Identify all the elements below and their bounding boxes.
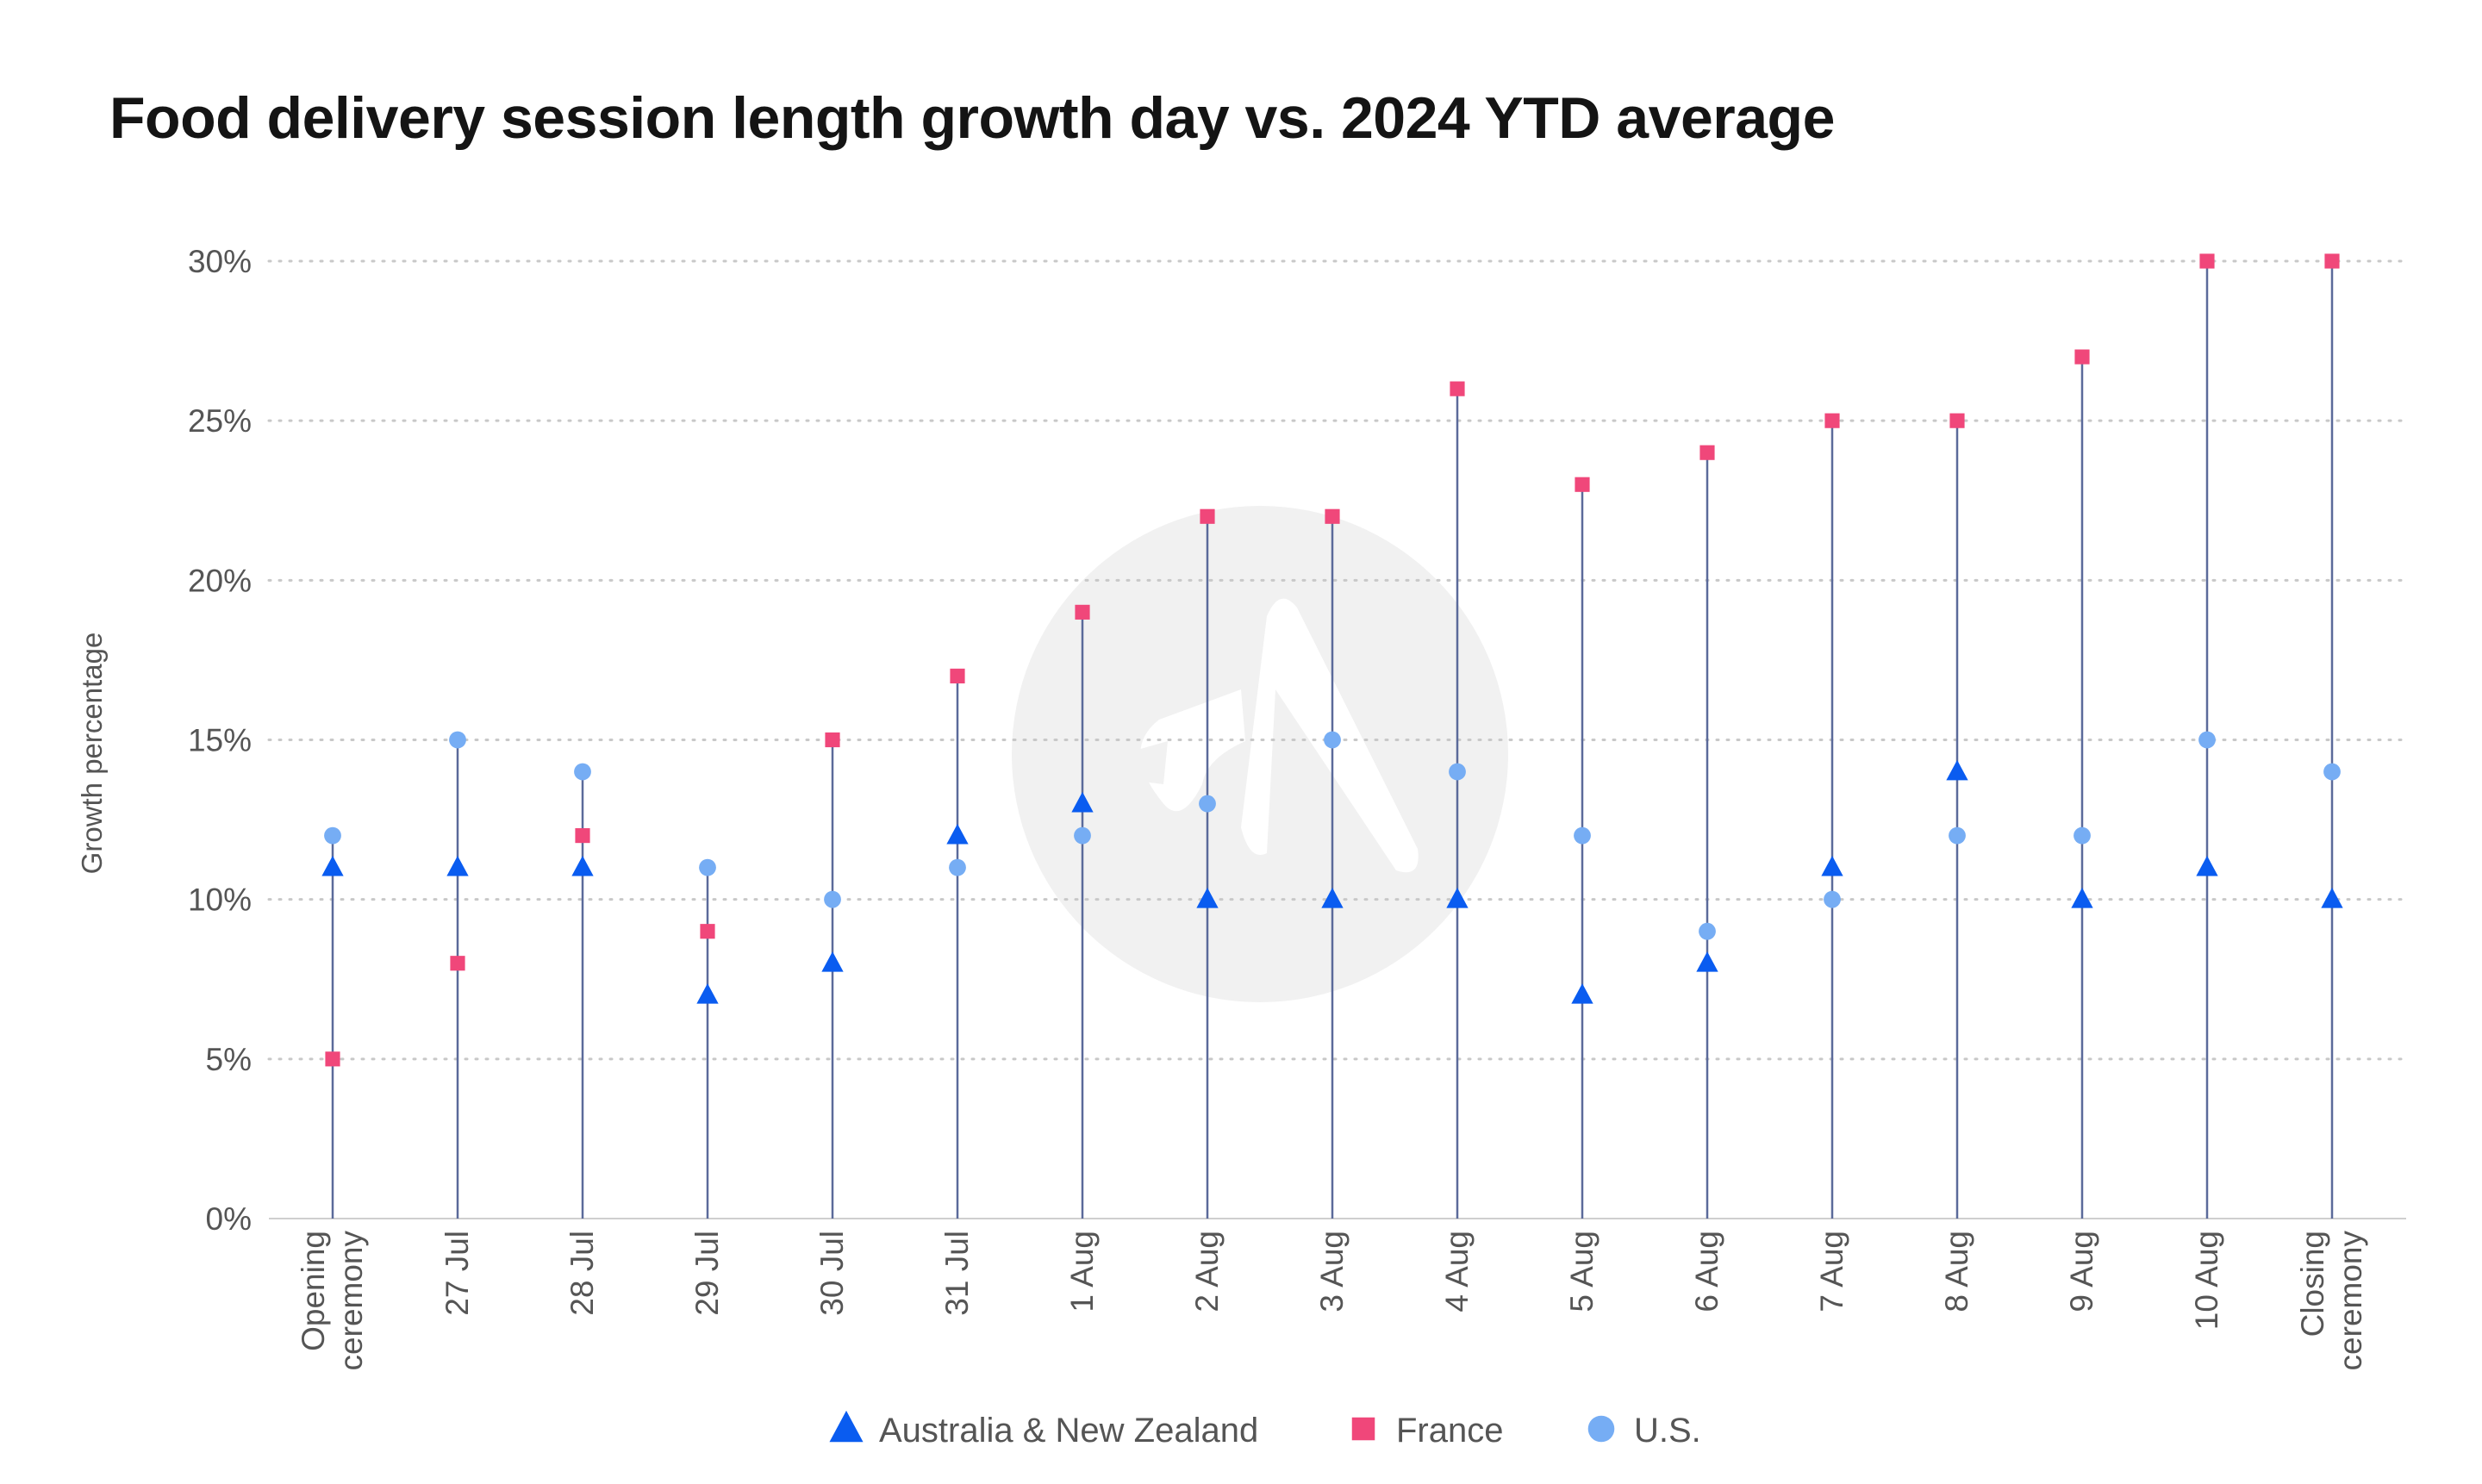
data-point-circle	[2323, 763, 2341, 781]
data-point-square	[2199, 253, 2215, 269]
data-point-triangle	[1571, 983, 1593, 1004]
data-point-square	[450, 956, 465, 971]
data-point-triangle	[821, 951, 844, 972]
y-tick-label: 25%	[188, 403, 252, 439]
data-point-circle	[1324, 731, 1341, 749]
data-point-circle	[2198, 731, 2216, 749]
x-tick-label: 6 Aug	[1689, 1231, 1724, 1313]
x-tick-label: 8 Aug	[1939, 1231, 1974, 1313]
data-point-triangle	[2196, 855, 2218, 876]
data-point-circle	[1824, 890, 1841, 908]
x-tick-label: 27 Jul	[440, 1231, 475, 1316]
data-point-square	[950, 668, 965, 684]
x-tick-label: 28 Jul	[564, 1231, 600, 1316]
y-tick-label: 15%	[188, 723, 252, 758]
legend-item: Australia & New Zealand	[829, 1410, 1258, 1450]
data-point-triangle	[2321, 888, 2343, 908]
data-point-square	[2074, 349, 2090, 365]
data-point-square	[1949, 413, 1965, 428]
data-point-circle	[449, 731, 466, 749]
x-tick-label: 9 Aug	[2064, 1231, 2099, 1313]
legend-label: U.S.	[1634, 1412, 1701, 1450]
legend-marker-circle	[1587, 1415, 1615, 1443]
y-tick-label: 0%	[206, 1201, 252, 1237]
data-point-square	[575, 828, 590, 844]
chart-title: Food delivery session length growth day …	[109, 85, 1835, 151]
data-point-triangle	[321, 855, 344, 876]
data-point-circle	[699, 858, 716, 876]
data-point-triangle	[1821, 855, 1843, 876]
data-point-square	[1450, 381, 1465, 396]
x-tick-label: 1 Aug	[1064, 1231, 1100, 1313]
x-tick-label: Opening	[296, 1231, 331, 1351]
y-tick-label: 30%	[188, 244, 252, 279]
data-point-square	[325, 1051, 340, 1067]
data-point-square	[1325, 508, 1340, 524]
data-point-triangle	[1946, 759, 1968, 781]
x-tick-label: ceremony	[334, 1231, 369, 1371]
data-point-square	[1824, 413, 1840, 428]
data-point-circle	[1074, 826, 1091, 845]
y-tick-label: 5%	[206, 1042, 252, 1077]
legend-marker-triangle	[829, 1410, 864, 1443]
x-tick-label: 7 Aug	[1814, 1231, 1849, 1313]
legend-item: France	[1351, 1412, 1504, 1450]
x-tick-label: 29 Jul	[689, 1231, 725, 1316]
data-point-circle	[1949, 826, 1966, 845]
legend: Australia & New Zealand France U.S.	[829, 1410, 1701, 1450]
data-point-triangle	[1696, 951, 1718, 972]
data-point-triangle	[1446, 888, 1469, 908]
x-tick-label: 5 Aug	[1564, 1231, 1600, 1313]
data-point-triangle	[1196, 888, 1219, 908]
x-tick-label: 4 Aug	[1439, 1231, 1475, 1313]
x-tick-label: 31 Jul	[939, 1231, 975, 1316]
data-point-circle	[824, 890, 841, 908]
data-point-square	[1575, 477, 1590, 492]
y-axis-title: Growth percentage	[76, 633, 108, 875]
data-point-triangle	[946, 823, 969, 845]
data-point-square	[1200, 508, 1215, 524]
x-tick-label: Closing	[2295, 1231, 2330, 1337]
y-tick-label: 20%	[188, 563, 252, 598]
x-tick-label: 3 Aug	[1314, 1231, 1350, 1313]
data-point-square	[825, 732, 840, 748]
data-point-square	[1075, 604, 1090, 620]
legend-marker-square	[1351, 1417, 1375, 1441]
x-tick-label: 10 Aug	[2189, 1231, 2224, 1330]
data-point-square	[1699, 445, 1715, 460]
data-point-triangle	[696, 983, 719, 1004]
y-tick-label: 10%	[188, 882, 252, 918]
data-point-triangle	[571, 855, 594, 876]
data-point-triangle	[446, 855, 469, 876]
data-point-circle	[949, 858, 966, 876]
data-point-square	[700, 924, 715, 939]
legend-label: France	[1396, 1412, 1504, 1450]
data-point-circle	[1574, 826, 1591, 845]
data-point-triangle	[1071, 791, 1094, 813]
x-tick-label: 30 Jul	[814, 1231, 850, 1316]
data-point-circle	[1699, 922, 1716, 940]
legend-label: Australia & New Zealand	[879, 1412, 1258, 1450]
data-point-triangle	[1321, 888, 1344, 908]
legend-item: U.S.	[1587, 1412, 1701, 1450]
x-tick-label: ceremony	[2333, 1231, 2368, 1371]
data-point-circle	[324, 826, 341, 845]
data-point-circle	[1449, 763, 1466, 781]
data-point-triangle	[2071, 888, 2093, 908]
data-point-circle	[1199, 795, 1216, 813]
x-tick-label: 2 Aug	[1189, 1231, 1225, 1313]
data-point-circle	[2074, 826, 2091, 845]
data-point-circle	[574, 763, 591, 781]
data-point-square	[2324, 253, 2340, 269]
